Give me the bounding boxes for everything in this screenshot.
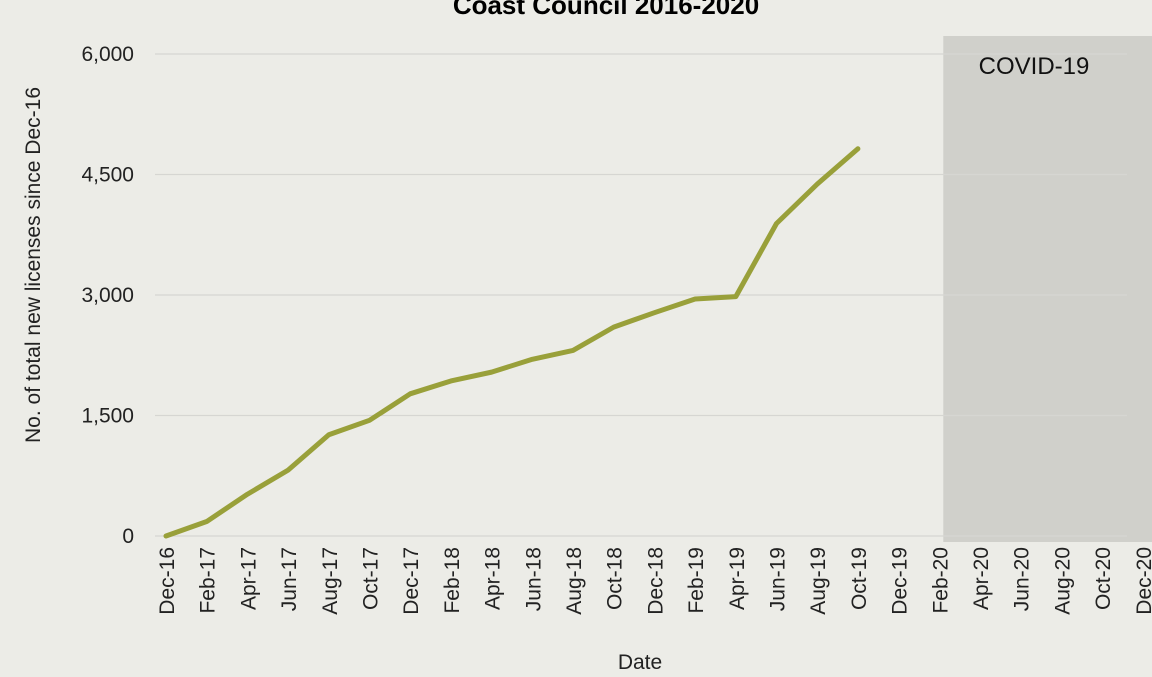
y-tick-label: 1,500	[81, 405, 134, 428]
data-point	[408, 392, 412, 396]
data-point	[693, 297, 697, 301]
x-tick-label: Jun-19	[767, 547, 790, 611]
x-tick-label: Oct-17	[360, 547, 383, 610]
x-tick-label: Oct-20	[1092, 547, 1115, 610]
y-tick-label: 6,000	[81, 43, 134, 66]
x-tick-label: Aug-19	[807, 547, 830, 615]
covid-annotation: COVID-19	[979, 53, 1090, 80]
y-axis-label: No. of total new licenses since Dec-16	[22, 87, 45, 443]
x-tick-label: Jun-18	[522, 547, 545, 611]
data-point	[530, 357, 534, 361]
x-tick-label: Dec-17	[400, 547, 423, 615]
data-point	[734, 295, 738, 299]
y-tick-label: 3,000	[81, 284, 134, 307]
x-tick-label: Oct-18	[604, 547, 627, 610]
x-tick-label: Apr-19	[726, 547, 749, 610]
x-tick-label: Jun-17	[278, 547, 301, 611]
x-tick-label: Dec-19	[889, 547, 912, 615]
series-line	[163, 146, 861, 539]
y-tick-label: 0	[122, 525, 134, 548]
chart-title: Coast Council 2016-2020	[453, 0, 759, 20]
covid-shaded-region	[943, 36, 1152, 542]
x-tick-label: Jun-20	[1011, 547, 1034, 611]
data-point	[449, 379, 453, 383]
x-tick-label: Apr-17	[237, 547, 260, 610]
data-point	[164, 534, 168, 538]
x-tick-label: Apr-18	[482, 547, 505, 610]
y-tick-label: 4,500	[81, 164, 134, 187]
x-tick-label: Aug-20	[1051, 547, 1074, 615]
x-tick-label: Feb-20	[929, 547, 952, 614]
x-tick-label: Apr-20	[970, 547, 993, 610]
data-point	[612, 325, 616, 329]
data-point	[856, 147, 860, 151]
data-point	[815, 182, 819, 186]
data-point	[775, 222, 778, 226]
x-axis-label: Date	[618, 651, 662, 674]
data-point	[245, 492, 249, 496]
data-point	[205, 520, 209, 524]
x-tick-label: Aug-18	[563, 547, 586, 615]
x-tick-label: Oct-19	[848, 547, 871, 610]
data-point	[286, 468, 290, 472]
x-tick-label: Feb-17	[197, 547, 220, 614]
x-tick-label: Aug-17	[319, 547, 342, 615]
x-tick-label: Dec-18	[644, 547, 667, 615]
data-point	[327, 433, 331, 437]
x-tick-label: Dec-20	[1133, 547, 1152, 615]
data-point	[652, 311, 656, 315]
data-point	[571, 348, 575, 352]
x-tick-label: Dec-16	[156, 547, 179, 615]
x-tick-label: Feb-19	[685, 547, 708, 614]
data-point	[368, 418, 371, 422]
x-tick-label: Feb-18	[441, 547, 464, 614]
data-point	[490, 370, 494, 374]
